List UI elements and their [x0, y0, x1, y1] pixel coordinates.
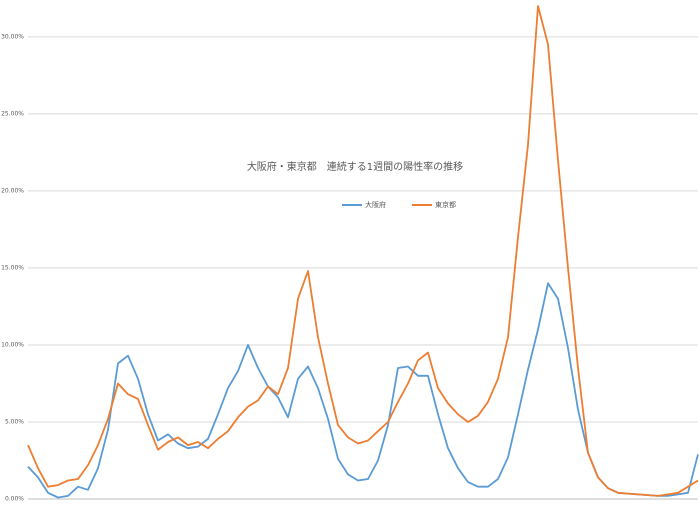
y-tick-label: 0.00% — [5, 496, 24, 503]
y-tick-label: 25.00% — [1, 110, 24, 117]
chart-title: 大阪府・東京都 連続する1週間の陽性率の推移 — [247, 160, 463, 173]
y-tick-label: 15.00% — [1, 264, 24, 271]
series-line — [27, 282, 699, 499]
legend-label: 大阪府 — [365, 200, 386, 209]
y-tick-label: 20.00% — [1, 187, 24, 194]
y-tick-label: 5.00% — [5, 418, 24, 425]
legend-label: 東京都 — [435, 200, 456, 209]
y-tick-label: 10.00% — [1, 341, 24, 348]
series-line — [27, 5, 699, 497]
y-tick-label: 30.00% — [1, 33, 24, 40]
